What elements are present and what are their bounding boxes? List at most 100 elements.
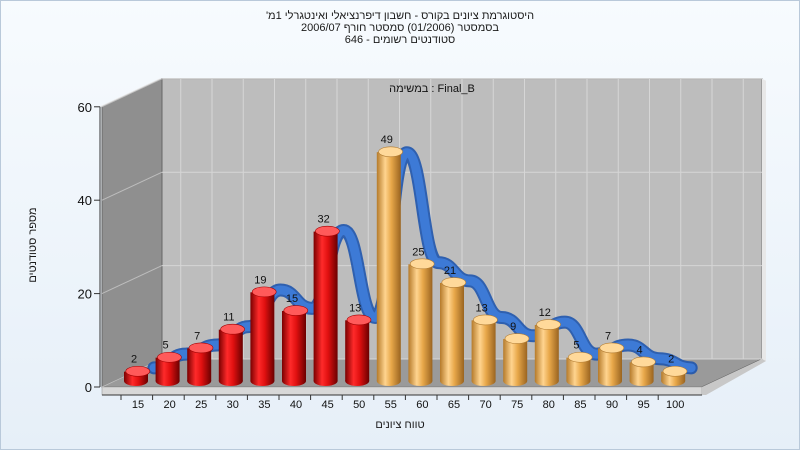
bar-top: [409, 258, 435, 270]
floor-front-edge: [101, 386, 703, 396]
bar: 13: [471, 302, 498, 386]
bar-base: [661, 376, 686, 386]
bar-base: [250, 376, 275, 386]
bar-top: [315, 225, 340, 237]
bar-body: [313, 231, 338, 381]
x-tick-label: 40: [290, 399, 302, 411]
bar-top: [125, 365, 151, 377]
bar-value-label: 32: [317, 214, 329, 226]
bar-value-label: 7: [605, 330, 611, 342]
chart-title-line-1: היסטוגרמת ציונים בקורס - חשבון דיפרנציאל…: [265, 10, 535, 22]
bar: 4: [629, 344, 656, 386]
bar: 2: [124, 354, 151, 386]
grid-horizontal-side: [101, 171, 163, 201]
x-tick-label: 65: [448, 399, 460, 411]
chart-title-block: היסטוגרמת ציונים בקורס - חשבון דיפרנציאל…: [0, 10, 800, 46]
bar: 12: [534, 307, 561, 386]
bar-base: [471, 376, 496, 386]
bar-value-label: 13: [475, 302, 487, 314]
x-tick-label: 75: [511, 399, 523, 411]
bar-base: [503, 376, 528, 386]
bar-value-label: 21: [444, 265, 456, 277]
bar: 2: [661, 354, 688, 386]
x-axis-label: טווח ציונים: [375, 419, 425, 431]
bar-value-label: 11: [223, 312, 234, 324]
x-tick-label: 85: [574, 399, 586, 411]
bar-top: [504, 333, 530, 344]
bar: 49: [376, 134, 403, 386]
bar: 11: [218, 312, 245, 386]
x-tick-label: 55: [385, 399, 397, 411]
bar-top: [188, 342, 214, 354]
bar-top: [346, 314, 372, 326]
bar-body: [534, 324, 559, 381]
bar: 7: [187, 330, 214, 386]
bar-base: [440, 376, 464, 386]
x-tick-label: 100: [666, 399, 684, 411]
bar-body: [440, 282, 464, 381]
grid-horizontal-side: [101, 78, 163, 108]
bar-body: [471, 320, 496, 381]
bar-top: [157, 351, 182, 363]
x-tick-label: 35: [258, 399, 270, 411]
bar-body: [250, 292, 275, 381]
y-tick-label: 60: [78, 100, 92, 115]
bar-base: [282, 376, 306, 386]
bar-base: [629, 376, 654, 386]
bar-body: [376, 152, 401, 381]
bar-top: [251, 286, 277, 298]
bar-value-label: 12: [539, 307, 551, 319]
x-tick-label: 30: [227, 399, 239, 411]
bar-body: [503, 338, 528, 381]
x-tick-label: 70: [479, 399, 491, 411]
bar-value-label: 13: [349, 302, 361, 314]
bar-value-label: 25: [412, 246, 424, 258]
x-tick-label: 15: [132, 399, 144, 411]
y-tick-label: 0: [85, 380, 92, 395]
y-tick-label: 40: [78, 193, 92, 208]
bar-body: [187, 348, 212, 381]
bar: 25: [408, 246, 435, 386]
bar: 15: [282, 293, 309, 386]
bar-body: [566, 357, 591, 381]
bar-base: [155, 376, 180, 386]
bar-top: [283, 305, 309, 316]
bar-base: [313, 376, 338, 386]
bar-value-label: 2: [131, 354, 137, 366]
bar-top: [662, 365, 688, 377]
x-tick-label: 25: [195, 399, 207, 411]
floor-side-edge: [702, 359, 766, 395]
bar: 5: [566, 340, 593, 386]
x-tick-label: 20: [163, 399, 175, 411]
bar-value-label: 19: [254, 274, 266, 286]
x-tick-label: 80: [543, 399, 555, 411]
left-wall: [101, 78, 163, 388]
bar-base: [408, 376, 433, 386]
bar-top: [536, 319, 561, 330]
chart-subtitle: במשימה : Final_B: [389, 83, 475, 95]
bar-body: [408, 264, 433, 381]
bar-base: [598, 376, 622, 386]
bar: 21: [440, 265, 467, 386]
bar-body: [155, 357, 180, 381]
bar-value-label: 5: [573, 340, 579, 352]
bar: 19: [250, 274, 277, 386]
bar-body: [282, 310, 306, 381]
bar-base: [124, 376, 148, 386]
bar: 13: [345, 302, 372, 386]
bar-top: [631, 356, 656, 368]
bar-base: [376, 376, 401, 386]
bar-base: [218, 376, 243, 386]
x-tick-label: 45: [321, 399, 333, 411]
bar-value-label: 2: [668, 354, 674, 366]
bar-base: [534, 376, 559, 386]
bar-base: [187, 376, 212, 386]
bar-top: [473, 314, 498, 326]
grid-horizontal-side: [101, 265, 163, 295]
bar-base: [566, 376, 591, 386]
x-tick-label: 50: [353, 399, 365, 411]
bar-value-label: 7: [194, 330, 200, 342]
